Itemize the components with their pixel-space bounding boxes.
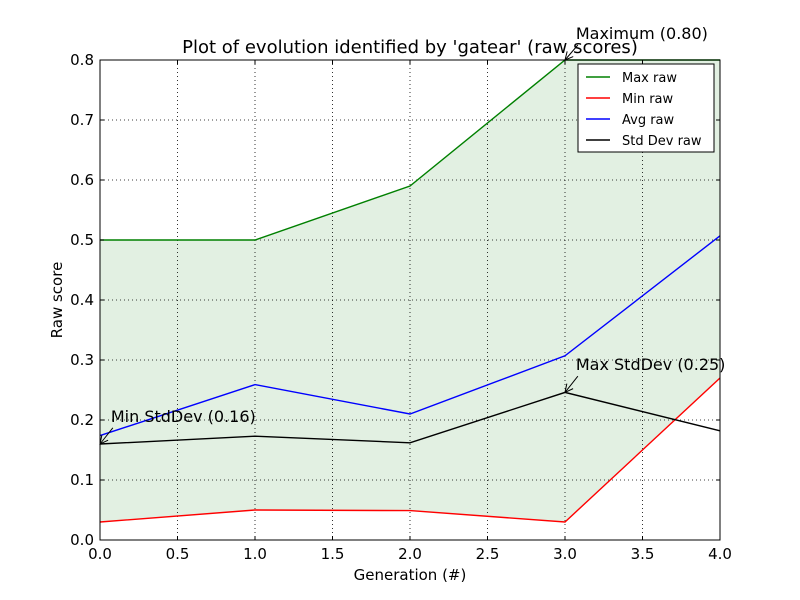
x-tick-label: 0.0: [88, 545, 112, 563]
annotation-arrowhead: [99, 435, 109, 445]
y-tick-label: 0.7: [70, 111, 94, 129]
annotation: Min StdDev (0.16): [99, 407, 256, 445]
annotation-arrow: [564, 44, 579, 61]
annotation-arrow: [564, 375, 579, 393]
x-tick-label: 2.5: [476, 545, 500, 563]
y-axis-label: Raw score: [48, 262, 66, 339]
axis-ticks: [99, 59, 721, 541]
x-tick-label: 1.5: [321, 545, 345, 563]
min-max-band: [100, 60, 720, 522]
chart-title: Plot of evolution identified by 'gatear'…: [182, 37, 638, 58]
x-tick-label: 3.0: [553, 545, 577, 563]
legend-label-std-dev-raw: Std Dev raw: [622, 134, 702, 149]
y-tick-label: 0.3: [70, 351, 94, 369]
x-tick-label: 0.5: [166, 545, 190, 563]
tick-labels: 0.0 0.5 1.0 1.5 2.0 2.5 3.0 3.5 4.0 0.0 0.1 0.2 0.3 0…: [70, 51, 732, 563]
legend-label-max-raw: Max raw: [622, 71, 677, 86]
annotation: Maximum (0.80): [564, 24, 708, 61]
y-tick-label: 0.5: [70, 231, 94, 249]
x-tick-label: 4.0: [708, 545, 732, 563]
series-line-min-raw: [99, 377, 721, 523]
y-tick-label: 0.0: [70, 531, 94, 549]
annotation-arrow: [99, 427, 114, 445]
annotation-label: Min StdDev (0.16): [111, 407, 256, 426]
x-axis-label: Generation (#): [354, 566, 467, 584]
x-tick-label: 3.5: [631, 545, 655, 563]
series-line-std-dev-raw: [99, 391, 721, 445]
min-max-fill-area: [100, 60, 720, 522]
annotations: Maximum (0.80) Max StdDev (0.25) Min StdDe…: [99, 24, 726, 445]
x-tick-label: 1.0: [243, 545, 267, 563]
y-tick-label: 0.4: [70, 291, 94, 309]
x-tick-label: 2.0: [398, 545, 422, 563]
y-tick-label: 0.2: [70, 411, 94, 429]
legend-label-avg-raw: Avg raw: [622, 113, 675, 128]
y-tick-label: 0.1: [70, 471, 94, 489]
annotation-arrowhead: [564, 51, 574, 61]
y-tick-label: 0.6: [70, 171, 94, 189]
annotation-label: Max StdDev (0.25): [576, 355, 726, 374]
y-tick-label: 0.8: [70, 51, 94, 69]
series-line-avg-raw: [99, 235, 721, 437]
annotation: Max StdDev (0.25): [564, 355, 726, 394]
annotation-arrowhead: [564, 383, 574, 394]
legend-box: [577, 63, 715, 153]
legend: Max raw Min raw Avg raw Std Dev raw: [577, 63, 715, 153]
legend-label-min-raw: Min raw: [622, 92, 674, 107]
annotation-label: Maximum (0.80): [576, 24, 708, 43]
